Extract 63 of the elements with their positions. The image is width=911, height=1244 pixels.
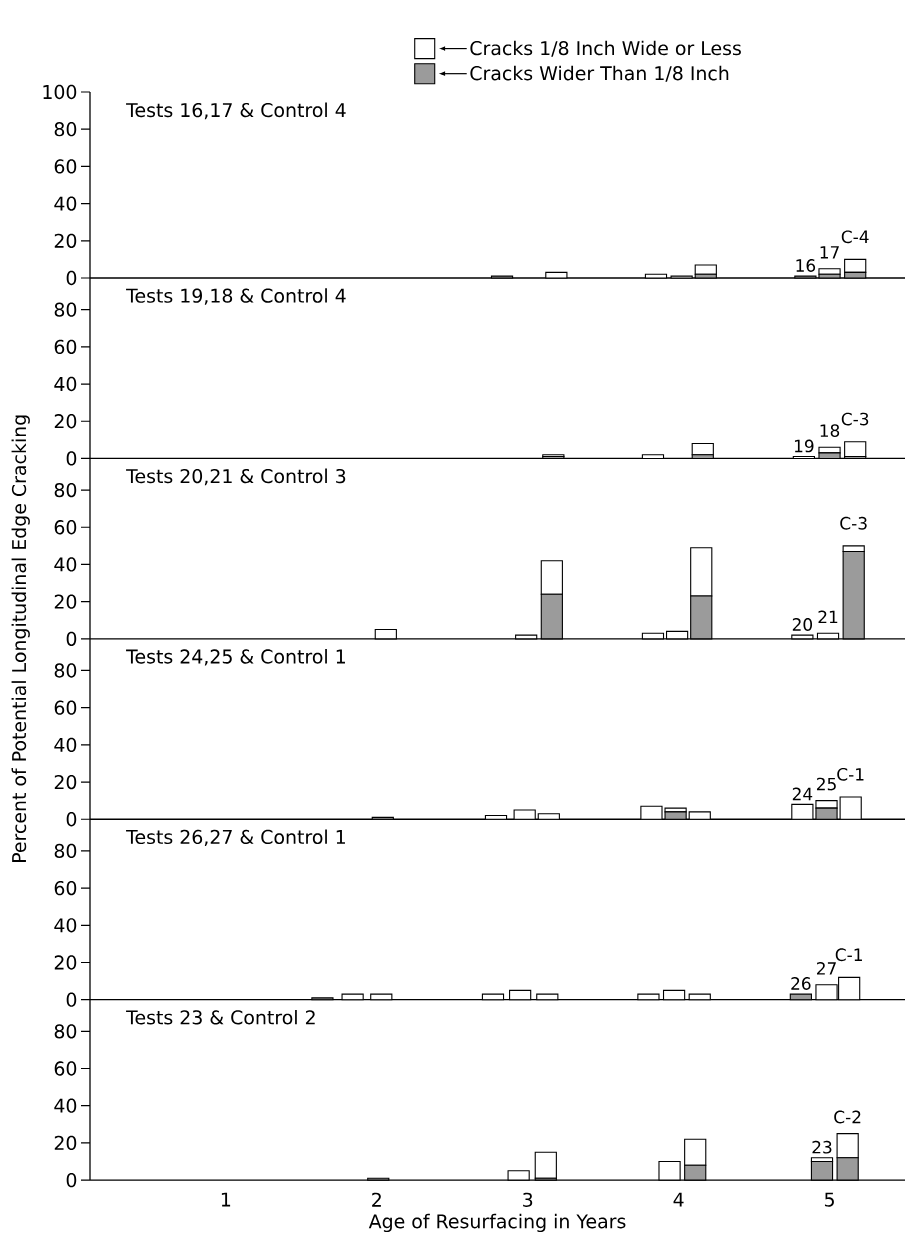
annotation: 24 — [792, 787, 813, 801]
y-tick-label: 20 — [54, 414, 77, 429]
y-tick-label: 60 — [54, 880, 77, 896]
x-tick-label: 5 — [824, 1192, 834, 1207]
y-tick-label: 80 — [54, 302, 77, 317]
y-tick-label: 40 — [54, 557, 77, 572]
y-tick-label: 100 — [43, 84, 77, 100]
y-tick-label: 60 — [54, 339, 77, 354]
annotation: C-1 — [835, 948, 862, 962]
y-axis-title: Percent of Potential Longitudinal Edge Cracking — [11, 415, 30, 862]
annotation: C-4 — [841, 230, 869, 244]
x-tick-label: 2 — [372, 1192, 381, 1207]
y-tick-label: 20 — [54, 1135, 77, 1151]
chart-title: Tests 23 & Control 2 — [126, 1009, 315, 1025]
chart-title: Tests 24,25 & Control 1 — [126, 649, 345, 666]
x-tick-label: 1 — [221, 1192, 231, 1207]
y-tick-label: 80 — [54, 1024, 77, 1039]
y-tick-label: 0 — [66, 270, 77, 286]
annotation: 18 — [820, 424, 840, 438]
x-tick-label: 4 — [673, 1192, 684, 1207]
y-tick-label: 40 — [54, 918, 77, 933]
annotation: C-3 — [841, 412, 869, 426]
y-tick-label: 80 — [54, 843, 77, 859]
y-tick-label: 80 — [54, 663, 77, 678]
annotation: C-2 — [834, 1110, 861, 1124]
x-tick-label: 3 — [523, 1192, 533, 1207]
y-tick-label: 0 — [66, 992, 77, 1007]
y-tick-label: 0 — [66, 451, 77, 466]
y-tick-label: 60 — [54, 1061, 77, 1076]
y-tick-label: 60 — [54, 700, 77, 715]
y-tick-label: 20 — [54, 233, 77, 248]
annotation: 16 — [796, 259, 816, 272]
annotation: 19 — [794, 439, 814, 453]
legend-label: Cracks 1/8 Inch Wide or Less — [470, 40, 741, 57]
chart-title: Tests 16,17 & Control 4 — [126, 102, 346, 120]
y-tick-label: 80 — [54, 122, 77, 137]
annotation: 25 — [816, 777, 836, 791]
chart-title: Tests 19,18 & Control 4 — [126, 288, 346, 305]
y-tick-label: 40 — [54, 737, 77, 753]
chart-title: Tests 26,27 & Control 1 — [126, 829, 345, 847]
y-tick-label: 0 — [66, 812, 77, 827]
x-axis-title: Age of Resurfacing in Years — [368, 1213, 626, 1233]
chart-title: Tests 20,21 & Control 3 — [126, 468, 346, 486]
legend-label: Cracks Wider Than 1/8 Inch — [470, 65, 729, 82]
y-tick-label: 60 — [54, 159, 77, 174]
annotation: C-1 — [837, 767, 864, 781]
y-tick-label: 0 — [66, 1172, 77, 1188]
y-tick-label: 20 — [54, 774, 77, 790]
annotation: 20 — [792, 618, 813, 631]
annotation: 21 — [818, 610, 838, 624]
y-tick-label: 0 — [66, 631, 77, 647]
y-tick-label: 20 — [54, 594, 77, 609]
y-tick-label: 40 — [54, 376, 77, 392]
y-tick-label: 80 — [54, 482, 77, 498]
annotation: 27 — [816, 962, 836, 975]
y-tick-label: 60 — [54, 520, 77, 535]
annotation: C-3 — [840, 516, 867, 530]
annotation: 23 — [812, 1140, 832, 1154]
y-tick-label: 20 — [54, 955, 77, 970]
annotation: 17 — [820, 246, 839, 259]
y-tick-label: 40 — [54, 196, 77, 211]
annotation: 26 — [791, 977, 811, 990]
y-tick-label: 40 — [54, 1098, 77, 1113]
